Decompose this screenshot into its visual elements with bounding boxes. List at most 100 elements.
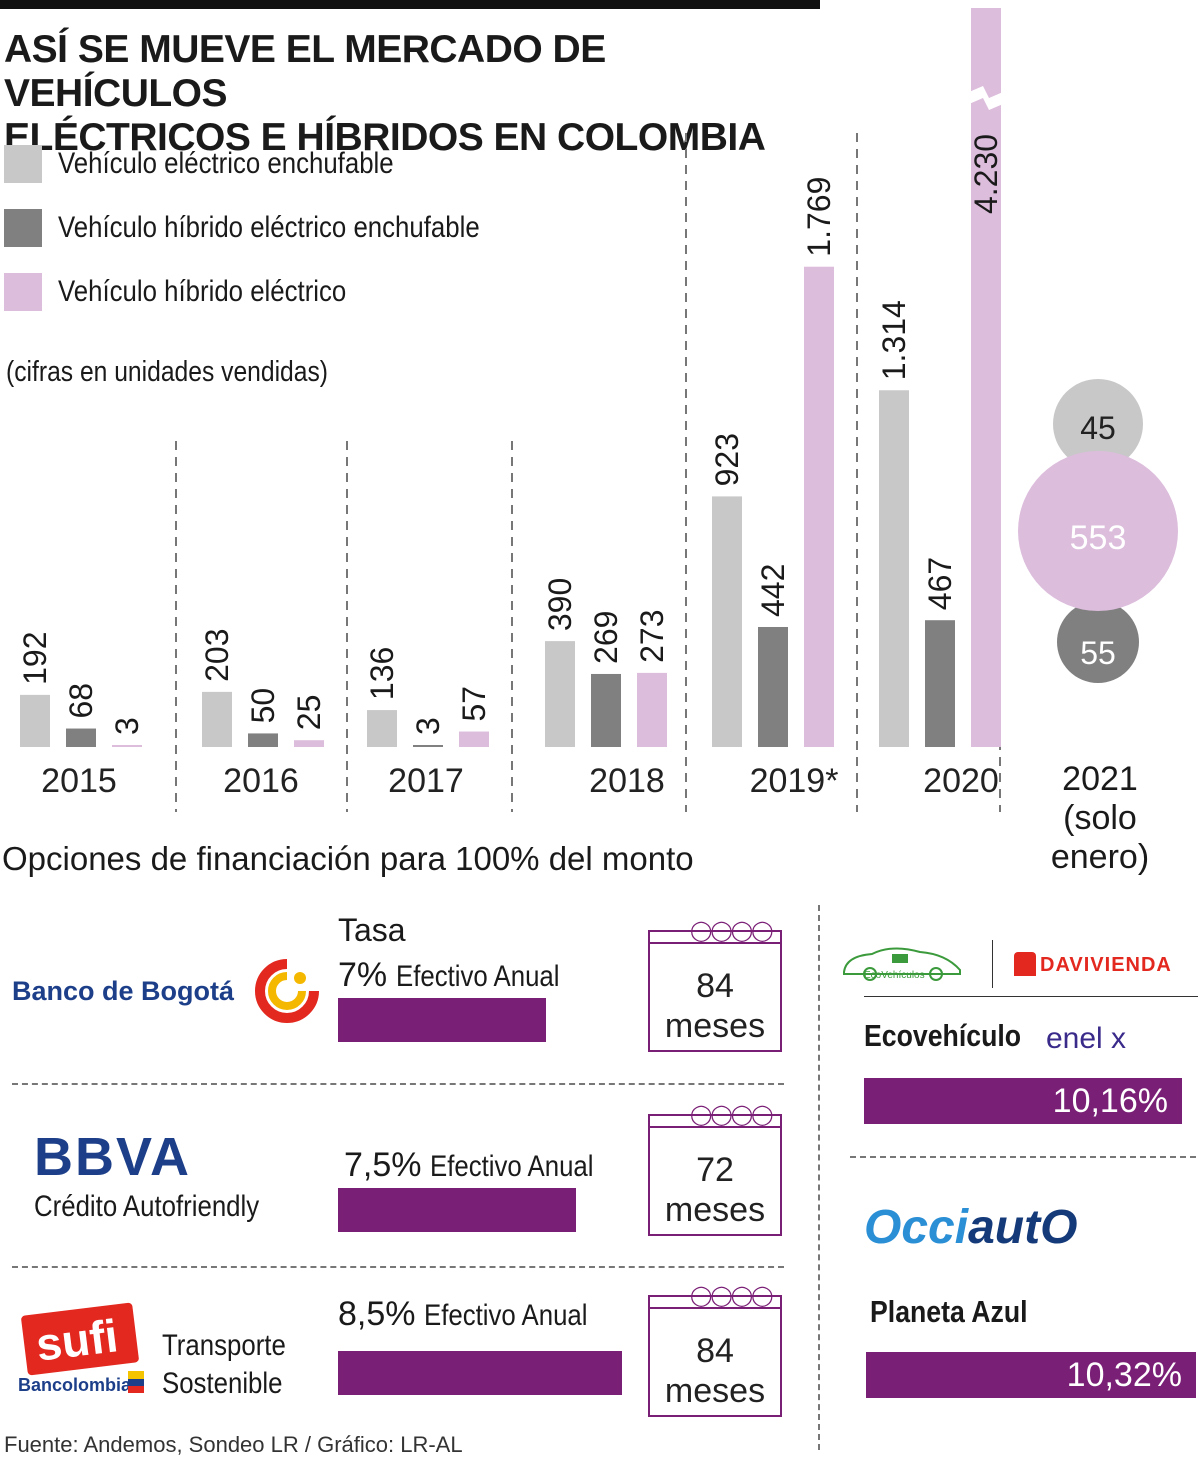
sufi-product-line-1: Transporte xyxy=(162,1329,286,1362)
data-label: 136 xyxy=(364,647,400,700)
tasa-label: Tasa xyxy=(338,912,406,948)
bar xyxy=(202,691,232,747)
data-label: 50 xyxy=(245,688,281,724)
data-label: 4.230 xyxy=(968,134,1004,214)
months-unit-sufi: meses xyxy=(664,1372,766,1410)
bar xyxy=(591,673,621,747)
legend-item-hybrid: Vehículo híbrido eléctrico xyxy=(4,272,393,312)
source-note: Fuente: Andemos, Sondeo LR / Gráfico: LR… xyxy=(4,1432,463,1457)
year-label: 2015 xyxy=(41,762,117,800)
bank-row-bbva: BBVA Crédito Autofriendly 7,5% Efectivo … xyxy=(0,1090,800,1260)
financing-divider xyxy=(818,905,820,1450)
bancolombia-flag-icon xyxy=(128,1371,144,1393)
bar xyxy=(971,8,1001,747)
bubble-label-electric-2021: 45 xyxy=(1080,410,1116,446)
legend-label-phev: Vehículo híbrido eléctrico enchufable xyxy=(58,211,480,244)
legend-swatch-electric xyxy=(4,145,42,183)
right-panel: EcoVehículos DAVIVIENDA Ecovehículo enel… xyxy=(830,900,1200,1430)
bar xyxy=(804,266,834,747)
data-label: 3 xyxy=(109,717,145,735)
banco-bogota-emblem-icon xyxy=(255,959,319,1023)
calendar-rings-icon: ◯◯◯◯ xyxy=(690,920,774,942)
rate-label-bogota: 7% Efectivo Anual xyxy=(338,956,586,995)
title-line-1: ASÍ SE MUEVE EL MERCADO DE VEHÍCULOS xyxy=(4,28,606,115)
bar xyxy=(294,740,324,747)
year-label-2021: 2021 (solo enero) xyxy=(1020,760,1180,877)
data-label: 1.314 xyxy=(876,300,912,380)
occiauto-logo-part-a: Occi xyxy=(864,1201,969,1254)
data-label: 467 xyxy=(922,557,958,610)
data-label: 1.769 xyxy=(801,177,837,257)
bar xyxy=(637,672,667,747)
bar xyxy=(879,390,909,747)
bar xyxy=(112,745,142,747)
bar xyxy=(413,745,443,747)
row-divider-1 xyxy=(12,1083,784,1085)
data-label: 192 xyxy=(17,631,53,684)
bank-row-sufi: sufi Bancolombia Transporte Sostenible 8… xyxy=(0,1275,800,1425)
bar xyxy=(248,733,278,747)
rate-text-sufi: Efectivo Anual xyxy=(424,1299,588,1332)
right-divider xyxy=(850,1156,1196,1158)
bubble-phev-2021 xyxy=(1057,601,1139,683)
months-sufi: 84 xyxy=(696,1332,734,1370)
ecovehiculo-rate-bar: 10,16% xyxy=(864,1078,1182,1124)
legend-item-electric: Vehículo eléctrico enchufable xyxy=(4,144,448,184)
months-unit-bbva: meses xyxy=(664,1191,766,1229)
top-rule xyxy=(0,0,820,9)
enel-x-logo: enel x xyxy=(1046,1022,1127,1055)
data-label: 442 xyxy=(755,564,791,617)
bubble-label-phev-2021: 55 xyxy=(1080,635,1116,671)
rate-value-sufi: 8,5% xyxy=(338,1295,416,1333)
ecovehiculos-logo: EcoVehículos xyxy=(864,970,925,981)
bank-row-bogota: Banco de Bogotá Tasa 7% Efectivo Anual ◯… xyxy=(0,900,800,1080)
data-label: 57 xyxy=(456,686,492,722)
page-title: ASÍ SE MUEVE EL MERCADO DE VEHÍCULOS ELÉ… xyxy=(4,28,834,160)
data-label: 269 xyxy=(588,611,624,664)
davivienda-logo: DAVIVIENDA xyxy=(1040,954,1172,976)
sufi-product: Transporte Sostenible xyxy=(162,1327,286,1403)
bar xyxy=(367,710,397,747)
davivienda-house-icon xyxy=(1014,952,1036,976)
calendar-sufi: ◯◯◯◯ 84 meses xyxy=(648,1285,782,1417)
year-label: 2016 xyxy=(223,762,299,800)
sales-bar-chart: 2015 2016 2017 2018 2019* 2020 192 203 136 390 923… xyxy=(17,8,1178,812)
calendar-bogota: ◯◯◯◯ 84 meses xyxy=(648,920,782,1052)
bar xyxy=(66,728,96,747)
data-label: 68 xyxy=(63,683,99,719)
months-bbva: 72 xyxy=(696,1151,734,1189)
occiauto-logo-part-b: autO xyxy=(968,1201,1078,1254)
months-bogota: 84 xyxy=(696,967,734,1005)
year-label: 2019* xyxy=(750,762,839,800)
year-label: 2020 xyxy=(923,762,999,800)
legend-item-phev: Vehículo híbrido eléctrico enchufable xyxy=(4,208,548,248)
legend-swatch-phev xyxy=(4,209,42,247)
legend-label-electric: Vehículo eléctrico enchufable xyxy=(58,147,394,180)
row-divider-2 xyxy=(12,1266,784,1268)
calendar-rings-icon: ◯◯◯◯ xyxy=(690,1285,774,1307)
bubble-electric-2021 xyxy=(1053,379,1143,469)
unit-note: (cifras en unidades vendidas) xyxy=(6,356,329,388)
data-label: 273 xyxy=(634,609,670,662)
ecovehiculos-car-icon xyxy=(843,947,961,981)
rate-label-sufi: 8,5% Efectivo Anual xyxy=(338,1295,615,1334)
data-label: 25 xyxy=(291,695,327,731)
bar xyxy=(20,694,50,747)
occiauto-logo: OcciautO xyxy=(864,1200,1077,1255)
axis-break-icon xyxy=(969,86,1003,110)
rate-value-bogota: 7% xyxy=(338,956,388,994)
bar xyxy=(712,496,742,747)
bar xyxy=(758,626,788,747)
bubble-label-hybrid-2021: 553 xyxy=(1070,519,1127,557)
rate-text-bbva: Efectivo Anual xyxy=(430,1150,594,1183)
rate-text-bogota: Efectivo Anual xyxy=(396,960,560,993)
bar xyxy=(925,620,955,747)
legend-swatch-hybrid xyxy=(4,273,42,311)
data-label: 3 xyxy=(410,717,446,735)
sufi-product-line-2: Sostenible xyxy=(162,1367,283,1400)
rate-bar-sufi xyxy=(338,1351,622,1395)
data-label: 203 xyxy=(199,628,235,681)
legend-label-hybrid: Vehículo híbrido eléctrico xyxy=(58,275,347,308)
banco-bogota-logo: Banco de Bogotá xyxy=(12,976,235,1006)
logos-underline xyxy=(864,996,1198,997)
